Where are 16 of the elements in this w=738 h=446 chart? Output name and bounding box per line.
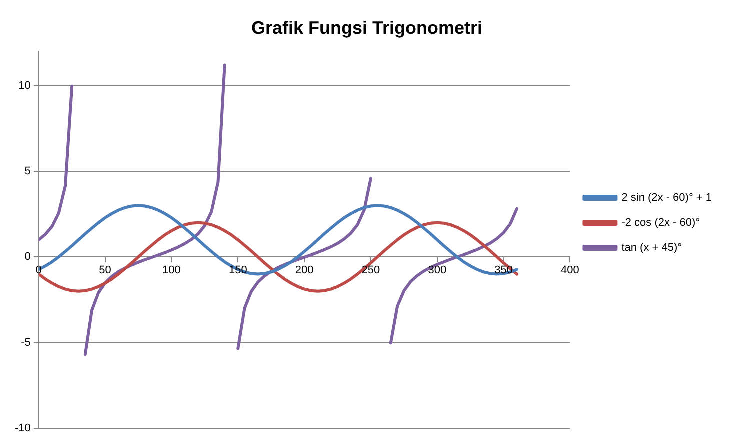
x-tick-label: 400	[561, 264, 580, 277]
x-tick-label: 50	[99, 264, 112, 277]
legend-label: tan (x + 45)°	[622, 242, 682, 254]
x-tick-label: 0	[36, 264, 42, 277]
y-tick-label: -5	[21, 336, 31, 349]
x-tick-label: 250	[362, 264, 380, 277]
y-tick-label: 10	[18, 80, 31, 92]
chart-title: Grafik Fungsi Trigonometri	[251, 18, 483, 38]
x-tick-label: 300	[428, 264, 447, 277]
y-tick-label: -10	[14, 422, 31, 434]
legend-label: 2 sin (2x - 60)° + 1	[622, 192, 712, 204]
y-tick-label: 5	[24, 166, 31, 178]
y-tick-label: 0	[24, 251, 31, 264]
x-tick-label: 200	[295, 264, 314, 277]
legend-label: -2 cos (2x - 60)°	[622, 217, 700, 230]
x-tick-label: 100	[162, 264, 181, 277]
